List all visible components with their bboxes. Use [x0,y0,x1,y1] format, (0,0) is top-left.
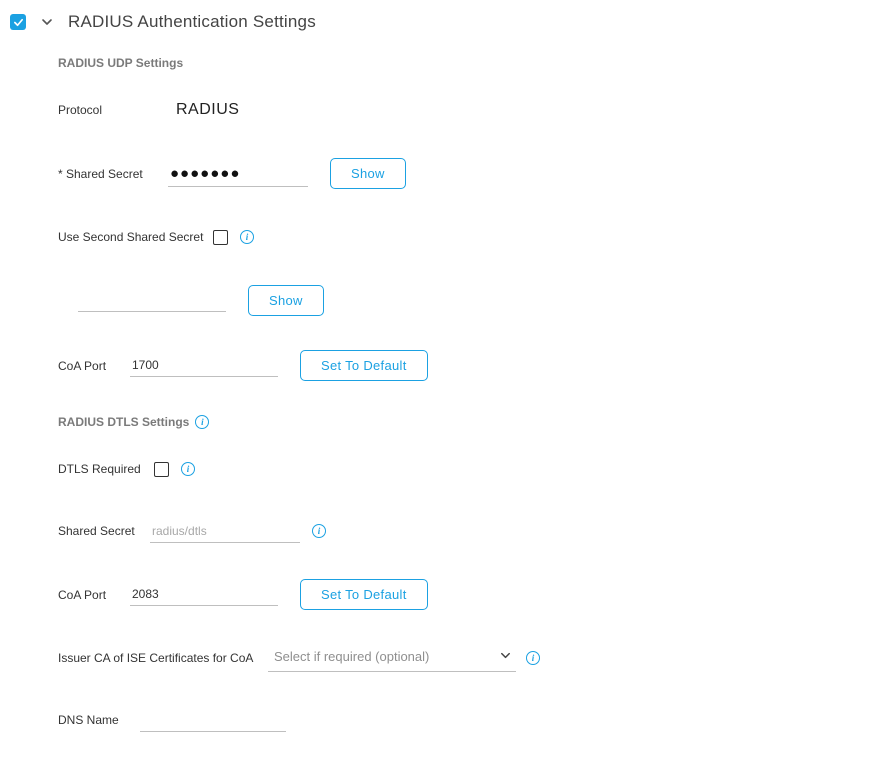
shared-secret-input[interactable]: ●●●●●●● [168,161,308,187]
dtls-section-title: RADIUS DTLS Settings [58,415,189,429]
use-second-secret-row: Use Second Shared Secret [58,223,873,251]
dns-name-label: DNS Name [58,713,130,727]
issuer-ca-label: Issuer CA of ISE Certificates for CoA [58,651,268,665]
page-title: RADIUS Authentication Settings [68,12,316,32]
dns-name-input[interactable] [140,709,286,732]
second-secret-row: Show [58,285,873,316]
collapse-toggle[interactable] [40,15,54,29]
set-default-dtls-coa-button[interactable]: Set To Default [300,579,428,610]
protocol-label: Protocol [58,103,158,117]
dtls-required-checkbox[interactable] [154,462,169,477]
protocol-value: RADIUS [176,101,239,119]
chevron-down-icon [40,15,54,29]
info-icon[interactable] [526,651,540,665]
dtls-coa-port-row: CoA Port Set To Default [58,579,873,610]
protocol-row: Protocol RADIUS [58,96,873,124]
issuer-ca-row: Issuer CA of ISE Certificates for CoA Se… [58,644,873,672]
settings-panel: RADIUS Authentication Settings RADIUS UD… [0,0,883,770]
coa-port-input[interactable] [130,354,278,377]
shared-secret-row: * Shared Secret ●●●●●●● Show [58,158,873,189]
shared-secret-label: * Shared Secret [58,167,158,181]
dtls-coa-port-input[interactable] [130,583,278,606]
use-second-checkbox[interactable] [213,230,228,245]
dtls-required-row: DTLS Required [58,455,873,483]
dtls-shared-secret-row: Shared Secret [58,517,873,545]
dtls-coa-port-label: CoA Port [58,588,120,602]
use-second-label: Use Second Shared Secret [58,230,213,244]
info-icon[interactable] [181,462,195,476]
info-icon[interactable] [240,230,254,244]
coa-port-label: CoA Port [58,359,120,373]
issuer-ca-placeholder: Select if required (optional) [274,649,429,664]
udp-section-title: RADIUS UDP Settings [58,56,873,70]
dtls-shared-secret-label: Shared Secret [58,524,144,538]
udp-section: RADIUS UDP Settings Protocol RADIUS * Sh… [10,56,873,734]
dtls-section-title-row: RADIUS DTLS Settings [58,415,873,429]
info-icon[interactable] [312,524,326,538]
set-default-coa-button[interactable]: Set To Default [300,350,428,381]
enable-checkbox[interactable] [10,14,26,30]
show-second-secret-button[interactable]: Show [248,285,324,316]
info-icon[interactable] [195,415,209,429]
issuer-ca-select[interactable]: Select if required (optional) [268,645,516,672]
dtls-required-label: DTLS Required [58,462,154,476]
coa-port-row: CoA Port Set To Default [58,350,873,381]
chevron-down-icon [499,649,512,665]
dns-name-row: DNS Name [58,706,873,734]
header-row: RADIUS Authentication Settings [10,12,873,32]
show-secret-button[interactable]: Show [330,158,406,189]
dtls-shared-secret-input[interactable] [150,520,300,543]
second-secret-input[interactable] [78,289,226,312]
check-icon [13,17,24,28]
